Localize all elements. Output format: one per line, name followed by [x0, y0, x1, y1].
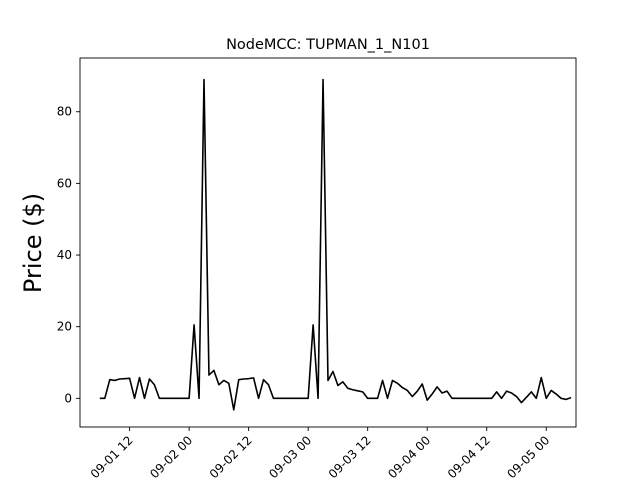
x-tick-label: 09-02 00 [147, 433, 195, 480]
x-tick-label: 09-03 00 [266, 433, 314, 480]
y-axis-label: Price ($) [19, 193, 47, 293]
x-axis-ticks: 09-01 12 09-02 00 09-02 12 09-03 00 09-03 12… [88, 427, 552, 480]
x-tick-label: 09-05 00 [504, 433, 552, 480]
x-tick-label: 09-04 12 [445, 433, 493, 480]
y-axis-ticks: 0 20 40 60 80 [57, 105, 80, 405]
chart-title: NodeMCC: TUPMAN_1_N101 [226, 37, 430, 53]
price-series-line [99, 78, 572, 411]
x-tick-label: 09-01 12 [88, 433, 136, 480]
y-tick-label: 80 [57, 105, 72, 119]
x-tick-label: 09-03 12 [326, 433, 374, 480]
x-tick-label: 09-04 00 [385, 433, 433, 480]
y-tick-label: 40 [57, 248, 72, 262]
y-tick-label: 20 [57, 320, 72, 334]
y-tick-label: 0 [64, 391, 72, 405]
y-tick-label: 60 [57, 176, 72, 190]
plot-frame [79, 57, 577, 428]
x-tick-label: 09-02 12 [207, 433, 255, 480]
